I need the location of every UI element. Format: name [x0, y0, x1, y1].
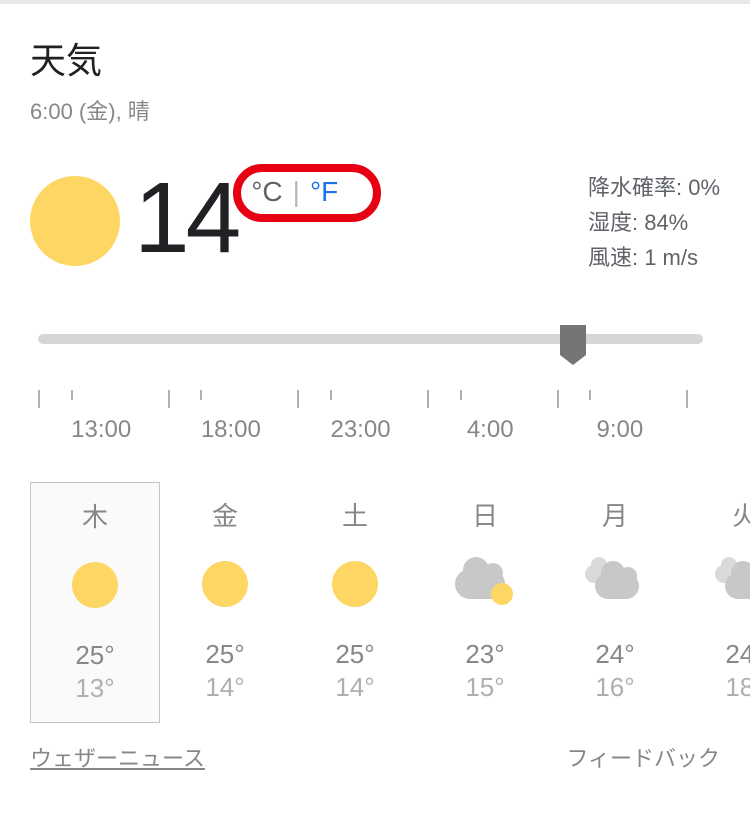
precip-row: 降水確率: 0%	[588, 170, 720, 205]
current-weather: 14 °C | °F	[30, 168, 356, 268]
unit-fahrenheit[interactable]: °F	[310, 176, 338, 208]
day-low: 16°	[550, 672, 680, 703]
wind-row: 風速: 1 m/s	[588, 240, 720, 275]
time-label: 23:00	[330, 416, 390, 444]
humidity-value: 84%	[644, 210, 688, 235]
unit-toggle-wrap: °C | °F	[239, 170, 356, 214]
slider-ticks	[38, 390, 703, 408]
day-low: 14°	[160, 672, 290, 703]
cloud-sun-icon	[420, 559, 550, 609]
forecast-day[interactable]: 火 24°18°	[680, 482, 750, 723]
day-high: 25°	[290, 639, 420, 670]
day-name: 木	[31, 497, 159, 534]
forecast-day[interactable]: 金 25°14°	[160, 482, 290, 723]
feedback-link[interactable]: フィードバック	[566, 741, 720, 773]
slider-thumb[interactable]	[560, 325, 586, 355]
day-high: 25°	[160, 639, 290, 670]
time-label: 18:00	[201, 416, 261, 444]
forecast-day[interactable]: 日 23°15°	[420, 482, 550, 723]
wind-value: 1 m/s	[644, 245, 698, 270]
tick-major	[427, 390, 429, 408]
cloud-icon	[680, 559, 750, 609]
slider-time-labels: 13:00 18:00 23:00 4:00 9:00	[38, 416, 703, 446]
time-label: 13:00	[71, 416, 131, 444]
tick-minor	[589, 390, 591, 400]
day-high: 23°	[420, 639, 550, 670]
sun-icon	[31, 560, 159, 610]
day-high: 24°	[550, 639, 680, 670]
day-high: 25°	[31, 640, 159, 671]
wind-label: 風速:	[588, 245, 638, 270]
sun-icon	[30, 176, 120, 266]
slider-track	[38, 334, 703, 344]
forecast-day[interactable]: 月 24°16°	[550, 482, 680, 723]
tick-major	[168, 390, 170, 408]
tick-minor	[460, 390, 462, 400]
source-link[interactable]: ウェザーニュース	[30, 741, 205, 773]
weather-stats: 降水確率: 0% 湿度: 84% 風速: 1 m/s	[588, 168, 720, 276]
precip-label: 降水確率:	[588, 175, 682, 200]
tick-minor	[71, 390, 73, 400]
day-name: 金	[160, 496, 290, 533]
humidity-label: 湿度:	[588, 210, 638, 235]
day-low: 14°	[290, 672, 420, 703]
unit-celsius[interactable]: °C	[251, 176, 282, 208]
weather-card: 天気 6:00 (金), 晴 14 °C | °F 降水確率: 0% 湿度: 8…	[0, 4, 750, 773]
day-low: 13°	[31, 673, 159, 704]
forecast-day[interactable]: 木 25°13°	[30, 482, 160, 723]
tick-minor	[330, 390, 332, 400]
time-label: 9:00	[597, 416, 644, 444]
tick-major	[297, 390, 299, 408]
precip-value: 0%	[688, 175, 720, 200]
sun-icon	[160, 559, 290, 609]
page-title: 天気	[30, 32, 750, 84]
day-low: 15°	[420, 672, 550, 703]
cloud-icon	[550, 559, 680, 609]
footer: ウェザーニュース フィードバック	[30, 741, 730, 773]
tick-major	[557, 390, 559, 408]
tick-minor	[200, 390, 202, 400]
day-high: 24°	[680, 639, 750, 670]
day-low: 18°	[680, 672, 750, 703]
unit-separator: |	[293, 176, 300, 208]
tick-major	[38, 390, 40, 408]
sun-icon	[290, 559, 420, 609]
tick-major	[686, 390, 688, 408]
humidity-row: 湿度: 84%	[588, 205, 720, 240]
current-temperature: 14	[134, 168, 237, 268]
unit-toggle[interactable]: °C | °F	[239, 170, 356, 214]
forecast-row: 木25°13°金25°14°土25°14°日23°15°月24°16°火24°1…	[30, 482, 750, 723]
time-slider[interactable]	[38, 334, 703, 344]
day-name: 日	[420, 496, 550, 533]
day-name: 火	[680, 496, 750, 533]
day-name: 土	[290, 496, 420, 533]
forecast-day[interactable]: 土 25°14°	[290, 482, 420, 723]
current-row: 14 °C | °F 降水確率: 0% 湿度: 84% 風速: 1 m/	[30, 168, 750, 276]
time-label: 4:00	[467, 416, 514, 444]
datetime-condition: 6:00 (金), 晴	[30, 94, 750, 126]
day-name: 月	[550, 496, 680, 533]
